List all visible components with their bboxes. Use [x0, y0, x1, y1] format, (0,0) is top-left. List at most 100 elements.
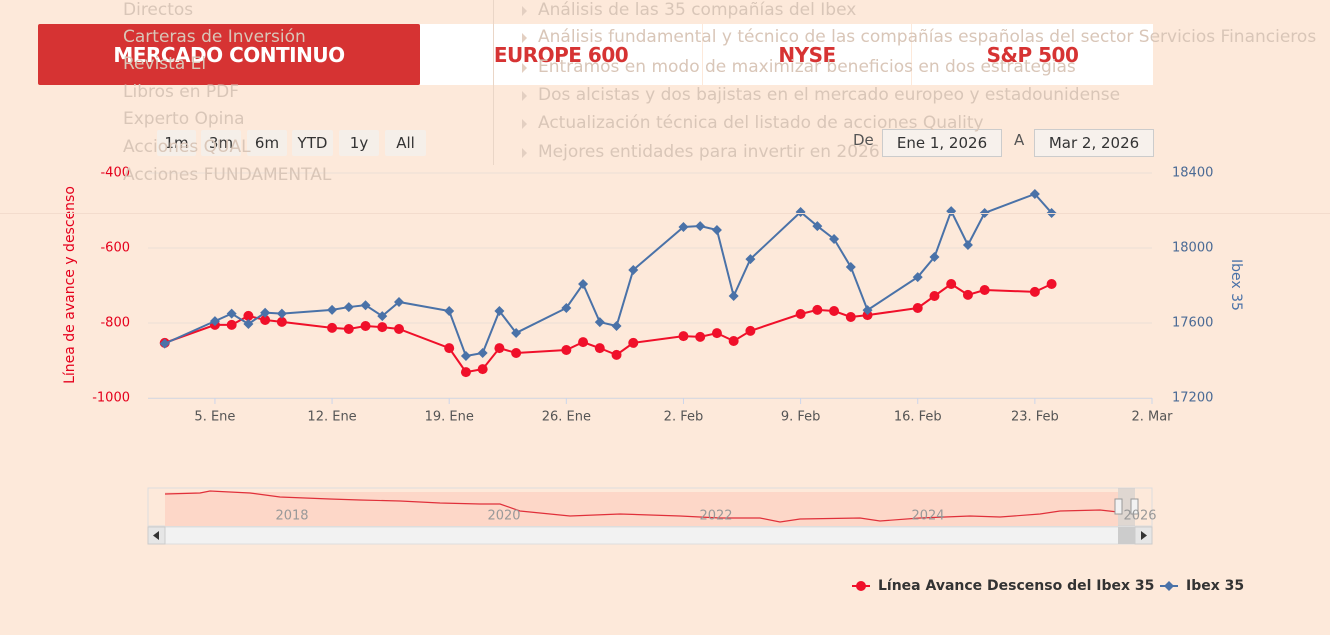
- point: [578, 279, 589, 289]
- point: [511, 348, 522, 358]
- x-tick-label: 19. Ene: [425, 410, 474, 425]
- scrollbar[interactable]: [147, 526, 1153, 545]
- point: [460, 367, 471, 378]
- x-tick-label: 2. Mar: [1131, 410, 1173, 425]
- point: [812, 221, 823, 232]
- y-tick-label: -600: [100, 241, 130, 256]
- point: [678, 331, 689, 342]
- scroll-thumb[interactable]: [1118, 527, 1135, 544]
- tab[interactable]: MERCADO CONTINUO: [38, 24, 420, 85]
- point: [477, 348, 488, 358]
- x-tick-label: 9. Feb: [781, 410, 821, 425]
- point: [711, 225, 722, 235]
- point: [929, 252, 940, 262]
- y-tick-label: -400: [100, 166, 130, 181]
- y-tick-label: -800: [100, 316, 130, 331]
- point: [226, 308, 237, 319]
- point: [377, 322, 388, 333]
- point: [628, 264, 639, 275]
- point: [477, 364, 488, 375]
- date-input[interactable]: Mar 2, 2026: [1034, 129, 1154, 157]
- point: [829, 234, 840, 244]
- point: [728, 291, 739, 301]
- x-tick-label: 12. Ene: [307, 410, 356, 425]
- date-label: De: [853, 131, 874, 149]
- y-tick-label: -1000: [92, 391, 130, 406]
- range-button[interactable]: 3m: [201, 130, 241, 156]
- point: [276, 316, 287, 327]
- point: [695, 221, 706, 232]
- y2-tick-label: 17200: [1172, 391, 1213, 406]
- point: [243, 310, 254, 321]
- point: [946, 206, 957, 217]
- navigator-label: 2026: [1123, 509, 1156, 524]
- range-button[interactable]: 1y: [339, 130, 379, 156]
- point: [394, 324, 404, 334]
- point: [343, 302, 354, 313]
- tab[interactable]: NYSE: [703, 24, 911, 85]
- legend-label: Línea Avance Descenso del Ibex 35: [878, 578, 1154, 594]
- y2-tick-label: 17600: [1172, 316, 1213, 331]
- point: [711, 328, 722, 339]
- tab[interactable]: EUROPE 600: [420, 24, 702, 85]
- point: [594, 317, 605, 328]
- legend-label: Ibex 35: [1186, 578, 1244, 594]
- point: [276, 308, 287, 319]
- range-button[interactable]: YTD: [292, 130, 333, 156]
- point: [394, 297, 404, 307]
- navigator-handle[interactable]: [1130, 498, 1139, 515]
- legend-marker: [856, 581, 866, 591]
- range-button[interactable]: 1m: [157, 130, 196, 156]
- range-button[interactable]: All: [385, 130, 426, 156]
- point: [159, 338, 170, 349]
- navigator-label: 2024: [911, 509, 944, 524]
- navigator-label: 2022: [699, 509, 732, 524]
- point: [511, 327, 522, 338]
- x-tick-label: 23. Feb: [1011, 410, 1059, 425]
- tab[interactable]: S&P 500: [912, 24, 1153, 85]
- point: [745, 325, 756, 336]
- range-button[interactable]: 6m: [247, 130, 287, 156]
- point: [460, 351, 471, 361]
- x-tick-label: 16. Feb: [894, 410, 942, 425]
- point: [209, 316, 220, 327]
- date-input[interactable]: Ene 1, 2026: [882, 129, 1002, 157]
- date-label: A: [1014, 131, 1025, 149]
- point: [962, 289, 973, 300]
- point: [561, 345, 572, 355]
- point: [260, 307, 271, 318]
- point: [929, 291, 940, 301]
- point: [678, 222, 689, 232]
- point: [812, 304, 823, 315]
- point: [444, 343, 455, 354]
- point: [494, 343, 505, 354]
- point: [979, 207, 990, 218]
- arrow-icon: [1141, 531, 1147, 540]
- navigator-selection[interactable]: [1118, 488, 1135, 526]
- point: [360, 300, 371, 311]
- point: [327, 304, 338, 315]
- separator: [493, 0, 494, 165]
- navigator: [147, 487, 1153, 545]
- bullet-icon: [522, 119, 527, 129]
- legend-marker: [1164, 581, 1174, 591]
- series-line: [164, 282, 1053, 374]
- navigator-series: [164, 490, 1119, 523]
- point: [845, 312, 856, 322]
- point: [912, 272, 923, 283]
- point: [561, 303, 572, 313]
- bullet-icon: [522, 63, 527, 73]
- navigator-mask: [165, 492, 1118, 526]
- point: [946, 279, 957, 289]
- x-tick-label: 26. Ene: [542, 410, 591, 425]
- point: [243, 318, 254, 329]
- point: [829, 306, 840, 316]
- bullet-icon: [522, 91, 527, 101]
- point: [377, 311, 388, 322]
- navigator-handle[interactable]: [1114, 498, 1123, 515]
- point: [578, 337, 589, 348]
- point: [745, 254, 756, 265]
- bullet-icon: [522, 6, 527, 16]
